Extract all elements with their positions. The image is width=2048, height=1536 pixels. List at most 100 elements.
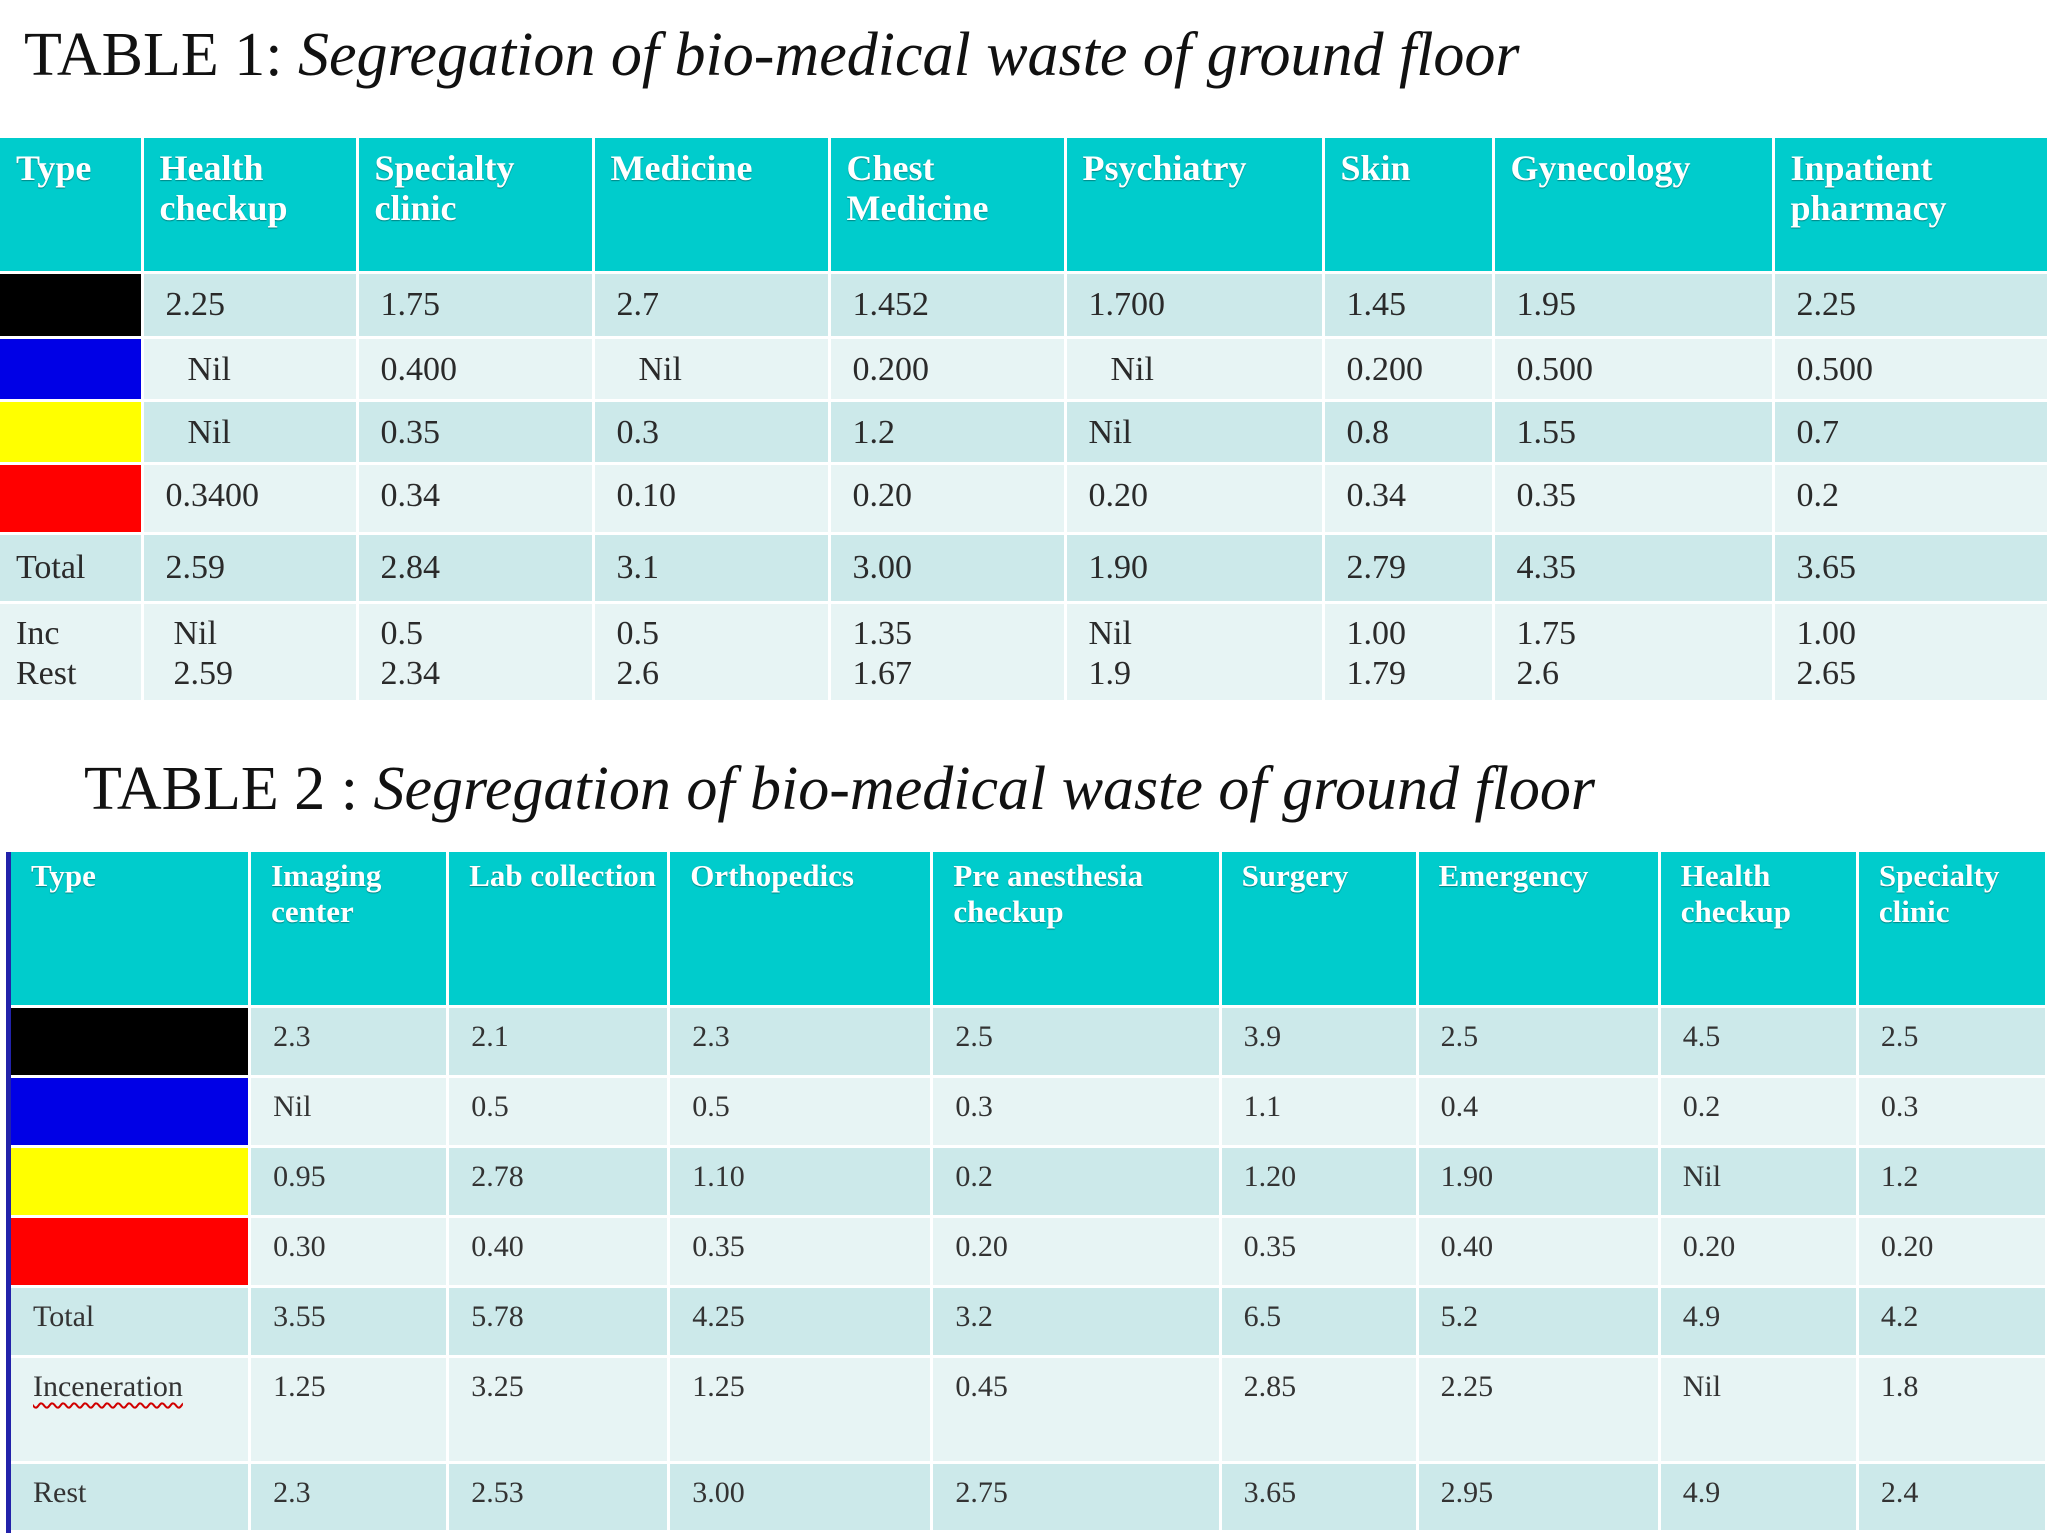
table-cell: 1.00 2.65	[1773, 602, 2048, 703]
row-label-inc: Inc	[16, 615, 60, 652]
row-label-inceneration: Inceneration	[8, 1356, 252, 1464]
inc-value: 1.75	[1516, 615, 1577, 652]
red-color-swatch	[8, 1216, 252, 1288]
table-cell: 0.30	[249, 1216, 450, 1288]
table-cell: 0.2	[1773, 463, 2048, 535]
table1-row-red: 0.3400 0.34 0.10 0.20 0.20 0.34 0.35 0.2	[0, 463, 2048, 535]
table-cell: 0.35	[357, 400, 595, 465]
table-cell: Nil	[142, 400, 359, 465]
inc-value: 0.5	[616, 615, 660, 652]
table1-header-medicine: Medicine	[593, 138, 831, 274]
table-cell: 2.3	[249, 1006, 450, 1078]
table-cell: 0.3	[931, 1076, 1222, 1148]
table-cell: 3.55	[249, 1286, 450, 1358]
table1-row-black: 2.25 1.75 2.7 1.452 1.700 1.45 1.95 2.25	[0, 272, 2048, 339]
table-cell: 1.95	[1493, 272, 1775, 339]
table-cell: 2.3	[249, 1462, 450, 1533]
table1-row-blue: Nil 0.400 Nil 0.200 Nil 0.200 0.500 0.50…	[0, 337, 2048, 402]
table-cell: 1.10	[668, 1146, 934, 1218]
table2-row-blue: Nil 0.5 0.5 0.3 1.1 0.4 0.2 0.3	[8, 1076, 2048, 1148]
row-label-rest: Rest	[16, 655, 77, 692]
table-cell: 5.78	[447, 1286, 671, 1358]
table-cell: 1.90	[1417, 1146, 1661, 1218]
table-cell: 2.1	[447, 1006, 671, 1078]
table-cell: 1.452	[829, 272, 1067, 339]
table-cell: 5.2	[1417, 1286, 1661, 1358]
table-cell: 0.34	[1323, 463, 1495, 535]
table-cell: Nil	[1065, 400, 1325, 465]
table-cell: 6.5	[1220, 1286, 1419, 1358]
table-cell: 0.3	[1857, 1076, 2048, 1148]
table-cell: Nil	[142, 337, 359, 402]
table-cell: 2.5	[1857, 1006, 2048, 1078]
table1-header-row: Type Health checkup Specialty clinic Med…	[0, 138, 2048, 274]
table-cell: 0.200	[1323, 337, 1495, 402]
row-label-rest: Rest	[8, 1462, 252, 1533]
table-cell: 0.2	[931, 1146, 1222, 1218]
table-cell: 1.700	[1065, 272, 1325, 339]
table-cell: 3.00	[668, 1462, 934, 1533]
table-cell: 2.59	[142, 533, 359, 604]
table2-title-lead: TABLE 2 :	[84, 755, 374, 823]
table-cell: 1.55	[1493, 400, 1775, 465]
table1-title: TABLE 1: Segregation of bio-medical wast…	[24, 24, 1520, 86]
table1-header-skin: Skin	[1323, 138, 1495, 274]
table-cell: 2.53	[447, 1462, 671, 1533]
table-cell: 0.3400	[142, 463, 359, 535]
table-cell: 0.35	[1493, 463, 1775, 535]
table-cell: Nil	[249, 1076, 450, 1148]
yellow-color-swatch	[0, 400, 144, 465]
table-cell: 1.20	[1220, 1146, 1419, 1218]
table-cell: 2.3	[668, 1006, 934, 1078]
table-cell: 1.25	[249, 1356, 450, 1464]
table2-row-total: Total 3.55 5.78 4.25 3.2 6.5 5.2 4.9 4.2	[8, 1286, 2048, 1358]
table2-row-inceneration: Inceneration 1.25 3.25 1.25 0.45 2.85 2.…	[8, 1356, 2048, 1464]
table2-header-imaging-center: Imaging center	[249, 852, 450, 1008]
table2-header-health-checkup: Health checkup	[1659, 852, 1859, 1008]
black-color-swatch	[0, 272, 144, 339]
table-cell: 0.500	[1493, 337, 1775, 402]
table-cell: 0.5 2.6	[593, 602, 831, 703]
table-cell: 0.400	[357, 337, 595, 402]
table-cell: 2.25	[1417, 1356, 1661, 1464]
rest-value: 1.79	[1346, 655, 1407, 692]
table1-header-health-checkup: Health checkup	[142, 138, 359, 274]
table-cell: 0.5	[447, 1076, 671, 1148]
table-cell: 1.2	[1857, 1146, 2048, 1218]
table-cell: 2.78	[447, 1146, 671, 1218]
table-cell: 0.95	[249, 1146, 450, 1218]
table-cell: 1.75	[357, 272, 595, 339]
table-cell: 0.3	[593, 400, 831, 465]
table-cell: 1.45	[1323, 272, 1495, 339]
table2-row-black: 2.3 2.1 2.3 2.5 3.9 2.5 4.5 2.5	[8, 1006, 2048, 1078]
table2-header-specialty-clinic: Specialty clinic	[1857, 852, 2048, 1008]
table-cell: 4.5	[1659, 1006, 1859, 1078]
table-cell: Nil 2.59	[142, 602, 359, 703]
table-cell: 0.20	[1065, 463, 1325, 535]
table2-header-lab-collection: Lab collection	[447, 852, 671, 1008]
table-cell: 0.40	[1417, 1216, 1661, 1288]
table2-header-surgery: Surgery	[1220, 852, 1419, 1008]
table2-header-pre-anesthesia-checkup: Pre anesthesia checkup	[931, 852, 1222, 1008]
row-label-inc-rest: Inc Rest	[0, 602, 144, 703]
table-cell: 2.95	[1417, 1462, 1661, 1533]
table2-row-rest: Rest 2.3 2.53 3.00 2.75 3.65 2.95 4.9 2.…	[8, 1462, 2048, 1533]
table-cell: 3.65	[1220, 1462, 1419, 1533]
table-cell: 3.65	[1773, 533, 2048, 604]
table1-row-yellow: Nil 0.35 0.3 1.2 Nil 0.8 1.55 0.7	[0, 400, 2048, 465]
table2-row-red: 0.30 0.40 0.35 0.20 0.35 0.40 0.20 0.20	[8, 1216, 2048, 1288]
table-cell: 0.4	[1417, 1076, 1661, 1148]
table-cell: 0.20	[829, 463, 1067, 535]
table-cell: 2.75	[931, 1462, 1222, 1533]
table-cell: 0.5 2.34	[357, 602, 595, 703]
table-cell: 0.5	[668, 1076, 934, 1148]
table-cell: 3.25	[447, 1356, 671, 1464]
table-cell: 1.25	[668, 1356, 934, 1464]
table2-row-yellow: 0.95 2.78 1.10 0.2 1.20 1.90 Nil 1.2	[8, 1146, 2048, 1218]
table-cell: Nil	[1659, 1356, 1859, 1464]
inc-value: 0.5	[380, 615, 424, 652]
table-cell: 1.8	[1857, 1356, 2048, 1464]
rest-value: 2.59	[173, 655, 234, 692]
table-cell: 3.2	[931, 1286, 1222, 1358]
table-cell: 3.9	[1220, 1006, 1419, 1078]
